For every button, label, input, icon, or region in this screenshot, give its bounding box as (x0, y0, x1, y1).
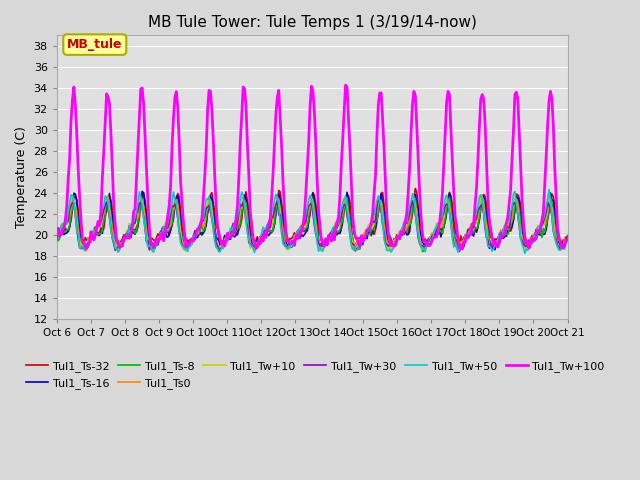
Legend: Tul1_Ts-32, Tul1_Ts-16, Tul1_Ts-8, Tul1_Ts0, Tul1_Tw+10, Tul1_Tw+30, Tul1_Tw+50,: Tul1_Ts-32, Tul1_Ts-16, Tul1_Ts-8, Tul1_… (22, 357, 609, 393)
Title: MB Tule Tower: Tule Temps 1 (3/19/14-now): MB Tule Tower: Tule Temps 1 (3/19/14-now… (148, 15, 477, 30)
Y-axis label: Temperature (C): Temperature (C) (15, 126, 28, 228)
Text: MB_tule: MB_tule (67, 38, 122, 51)
